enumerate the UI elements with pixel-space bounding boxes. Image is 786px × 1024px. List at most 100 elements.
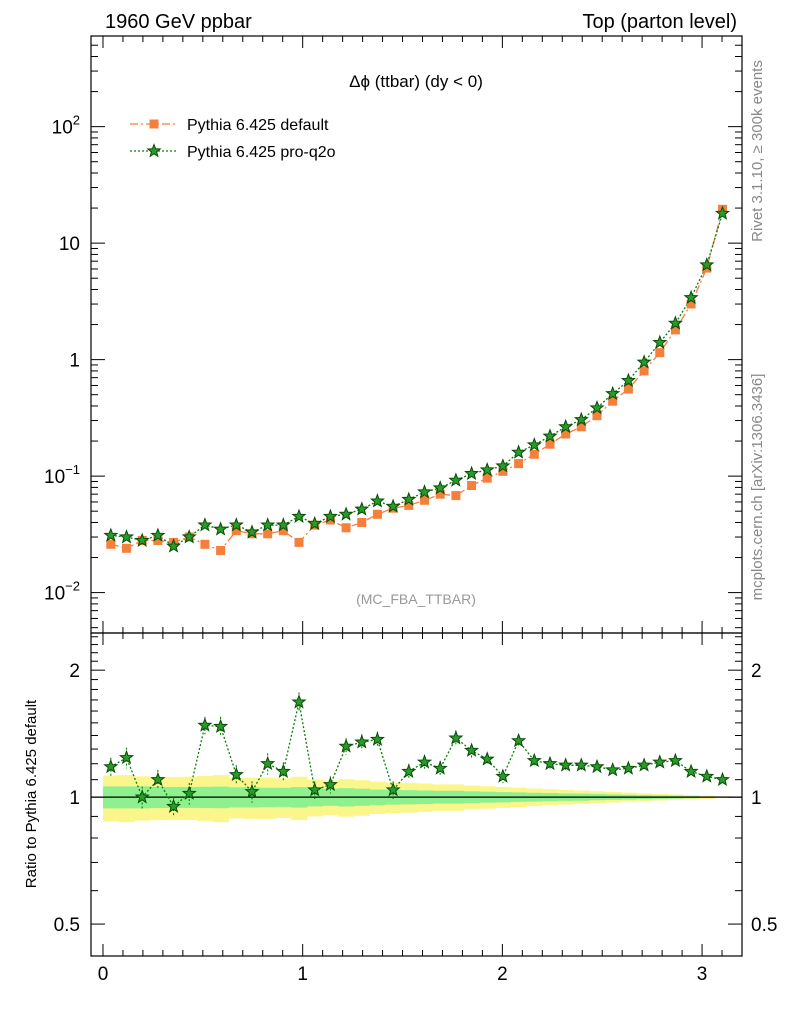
- point-default: [216, 546, 226, 555]
- ratio-point: [464, 742, 480, 757]
- point-default: [231, 526, 241, 536]
- ratio-point: [213, 718, 229, 733]
- ratio-ytick-label-left: 0.5: [54, 915, 80, 936]
- point-proq2o: [526, 437, 542, 452]
- ratio-point: [385, 781, 401, 797]
- point-default: [435, 489, 445, 499]
- ratio-point: [479, 751, 495, 766]
- point-proq2o: [197, 517, 213, 532]
- point-proq2o: [275, 517, 291, 532]
- analysis-watermark: (MC_FBA_TTBAR): [356, 591, 476, 607]
- point-proq2o: [699, 256, 715, 272]
- point-default: [529, 449, 539, 459]
- ratio-point: [432, 760, 448, 775]
- ratio-point: [699, 768, 715, 783]
- point-default: [153, 536, 163, 545]
- main-ytick-label-base: 10: [44, 584, 65, 605]
- legend-label-proq2o: Pythia 6.425 pro-q2o: [187, 144, 336, 161]
- main-ytick-label-exp: 2: [73, 113, 80, 128]
- ratio-point: [667, 752, 683, 768]
- point-proq2o: [589, 399, 605, 415]
- ratio-point: [448, 730, 464, 745]
- point-default: [122, 543, 131, 553]
- main-ytick-label: 102: [52, 113, 80, 139]
- point-proq2o: [134, 532, 150, 547]
- point-default: [608, 396, 618, 406]
- point-proq2o: [620, 372, 636, 388]
- point-proq2o: [260, 517, 276, 532]
- point-proq2o: [479, 461, 495, 477]
- series-line-default: [110, 209, 724, 552]
- ratio-point: [260, 755, 276, 771]
- point-proq2o: [354, 501, 370, 516]
- point-proq2o: [291, 508, 307, 523]
- point-proq2o: [213, 521, 229, 536]
- ratio-frame: [90, 632, 743, 957]
- ratio-ytick-label-right: 1: [751, 788, 762, 809]
- point-proq2o: [369, 493, 385, 508]
- ratio-ytick-label-left: 2: [69, 661, 80, 682]
- point-proq2o: [228, 517, 244, 532]
- point-proq2o: [416, 484, 433, 499]
- ratio-point: [291, 694, 307, 709]
- point-default: [263, 529, 273, 539]
- point-default: [420, 495, 429, 505]
- ratio-point: [511, 732, 527, 748]
- point-default: [404, 500, 414, 510]
- point-proq2o: [448, 472, 464, 487]
- ratio-point: [542, 755, 558, 771]
- point-default: [686, 299, 696, 309]
- ratio-point: [166, 798, 182, 814]
- point-proq2o: [322, 508, 338, 523]
- point-proq2o: [667, 315, 683, 330]
- ratio-point: [322, 776, 338, 792]
- ratio-point: [118, 749, 135, 765]
- point-proq2o: [338, 506, 354, 521]
- ratio-xtick-label: 2: [497, 964, 508, 985]
- ratio-point: [558, 757, 574, 772]
- point-default: [545, 439, 555, 449]
- point-default: [561, 429, 571, 439]
- plot-title: Δϕ (ttbar) (dy < 0): [349, 72, 483, 91]
- ratio-point: [197, 717, 213, 732]
- point-default: [592, 411, 602, 421]
- ratio-point: [573, 757, 589, 772]
- point-proq2o: [307, 515, 323, 531]
- point-proq2o: [605, 385, 621, 401]
- point-default: [467, 481, 477, 490]
- legend-label-default: Pythia 6.425 default: [187, 117, 329, 134]
- point-proq2o: [558, 418, 574, 434]
- point-proq2o: [103, 527, 119, 542]
- ratio-point: [228, 766, 244, 782]
- ratio-point: [401, 763, 417, 778]
- ratio-point: [134, 789, 150, 804]
- ratio-point: [275, 763, 291, 778]
- point-proq2o: [636, 354, 652, 369]
- point-proq2o: [652, 334, 668, 350]
- legend-marker-default: [149, 119, 159, 129]
- ratio-xtick-label: 3: [697, 964, 708, 985]
- mcplots-label: mcplots.cern.ch [arXiv:1306.3436]: [749, 374, 766, 601]
- ratio-ytick-label-left: 1: [69, 788, 80, 809]
- point-default: [576, 422, 586, 432]
- ratio-point: [636, 757, 652, 772]
- ratio-ytick-label-right: 2: [751, 661, 762, 682]
- ratio-point: [714, 771, 731, 787]
- main-ytick-label-base: 10: [44, 467, 65, 488]
- main-ytick-label: 10−1: [44, 462, 80, 488]
- ratio-point: [605, 761, 621, 777]
- point-default: [341, 523, 351, 533]
- ratio-ylabel: Ratio to Pythia 6.425 default: [23, 699, 40, 888]
- main-ytick-label-exp: −2: [65, 579, 80, 594]
- header-right-label: Top (parton level): [582, 11, 737, 33]
- ratio-point: [150, 771, 166, 787]
- ratio-point: [495, 768, 511, 783]
- ratio-point: [416, 754, 433, 769]
- ratio-point: [589, 758, 605, 774]
- main-ytick-label-exp: −1: [65, 462, 80, 477]
- point-default: [325, 515, 335, 525]
- main-ytick-label: 1: [69, 351, 80, 372]
- ratio-point: [652, 754, 668, 769]
- main-ytick-label: 10: [59, 234, 80, 255]
